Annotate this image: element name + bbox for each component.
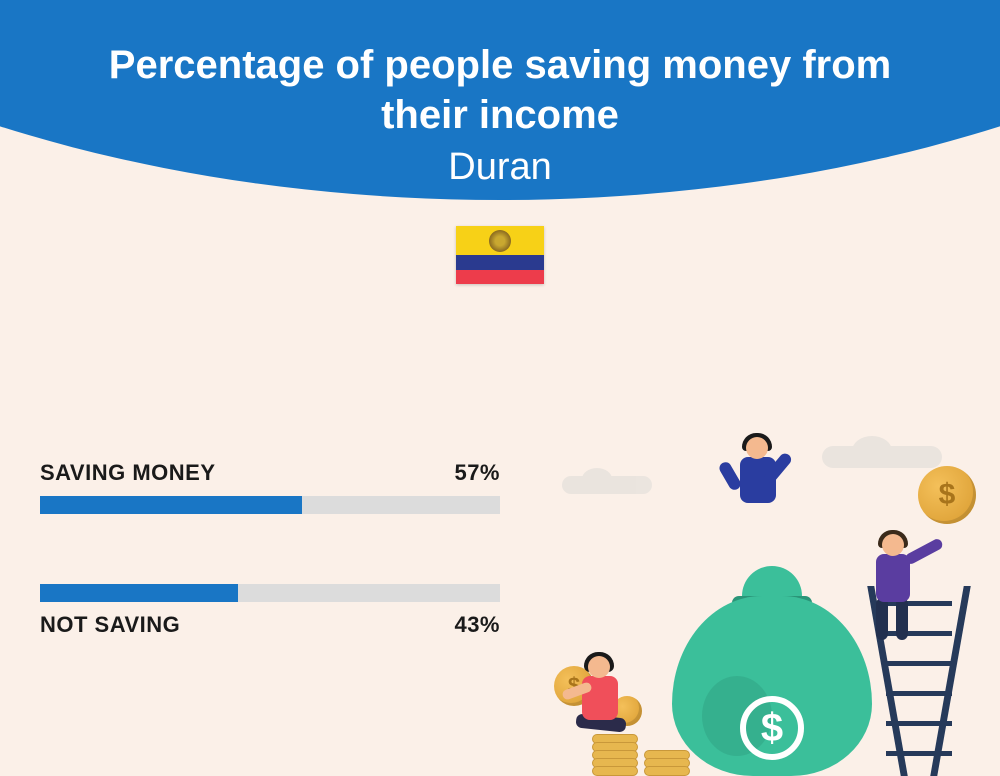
person-ladder-icon xyxy=(862,526,952,666)
bar-label-row: SAVING MONEY 57% xyxy=(40,460,500,486)
bar-label: SAVING MONEY xyxy=(40,460,216,486)
bar-fill xyxy=(40,584,238,602)
bar-label-row: NOT SAVING 43% xyxy=(40,612,500,638)
money-bag-icon: $ xyxy=(672,546,872,776)
cloud-icon xyxy=(822,446,942,468)
bar-chart: SAVING MONEY 57% NOT SAVING 43% xyxy=(40,460,500,708)
bar-value: 43% xyxy=(454,612,500,638)
bar-track xyxy=(40,584,500,602)
page-subtitle: Duran xyxy=(0,146,1000,189)
bar-saving-money: SAVING MONEY 57% xyxy=(40,460,500,514)
header: Percentage of people saving money from t… xyxy=(0,40,1000,189)
coin-icon: $ xyxy=(918,466,976,524)
bar-label: NOT SAVING xyxy=(40,612,180,638)
dollar-icon: $ xyxy=(740,696,804,760)
savings-illustration: $ $ $ xyxy=(552,436,982,776)
cloud-icon xyxy=(562,476,652,494)
bar-not-saving: NOT SAVING 43% xyxy=(40,584,500,638)
bar-track xyxy=(40,496,500,514)
person-sitting-icon xyxy=(552,646,662,776)
flag-icon xyxy=(456,226,544,284)
bar-fill xyxy=(40,496,302,514)
person-waving-icon xyxy=(702,431,822,541)
page-title: Percentage of people saving money from t… xyxy=(0,40,1000,140)
bar-value: 57% xyxy=(454,460,500,486)
